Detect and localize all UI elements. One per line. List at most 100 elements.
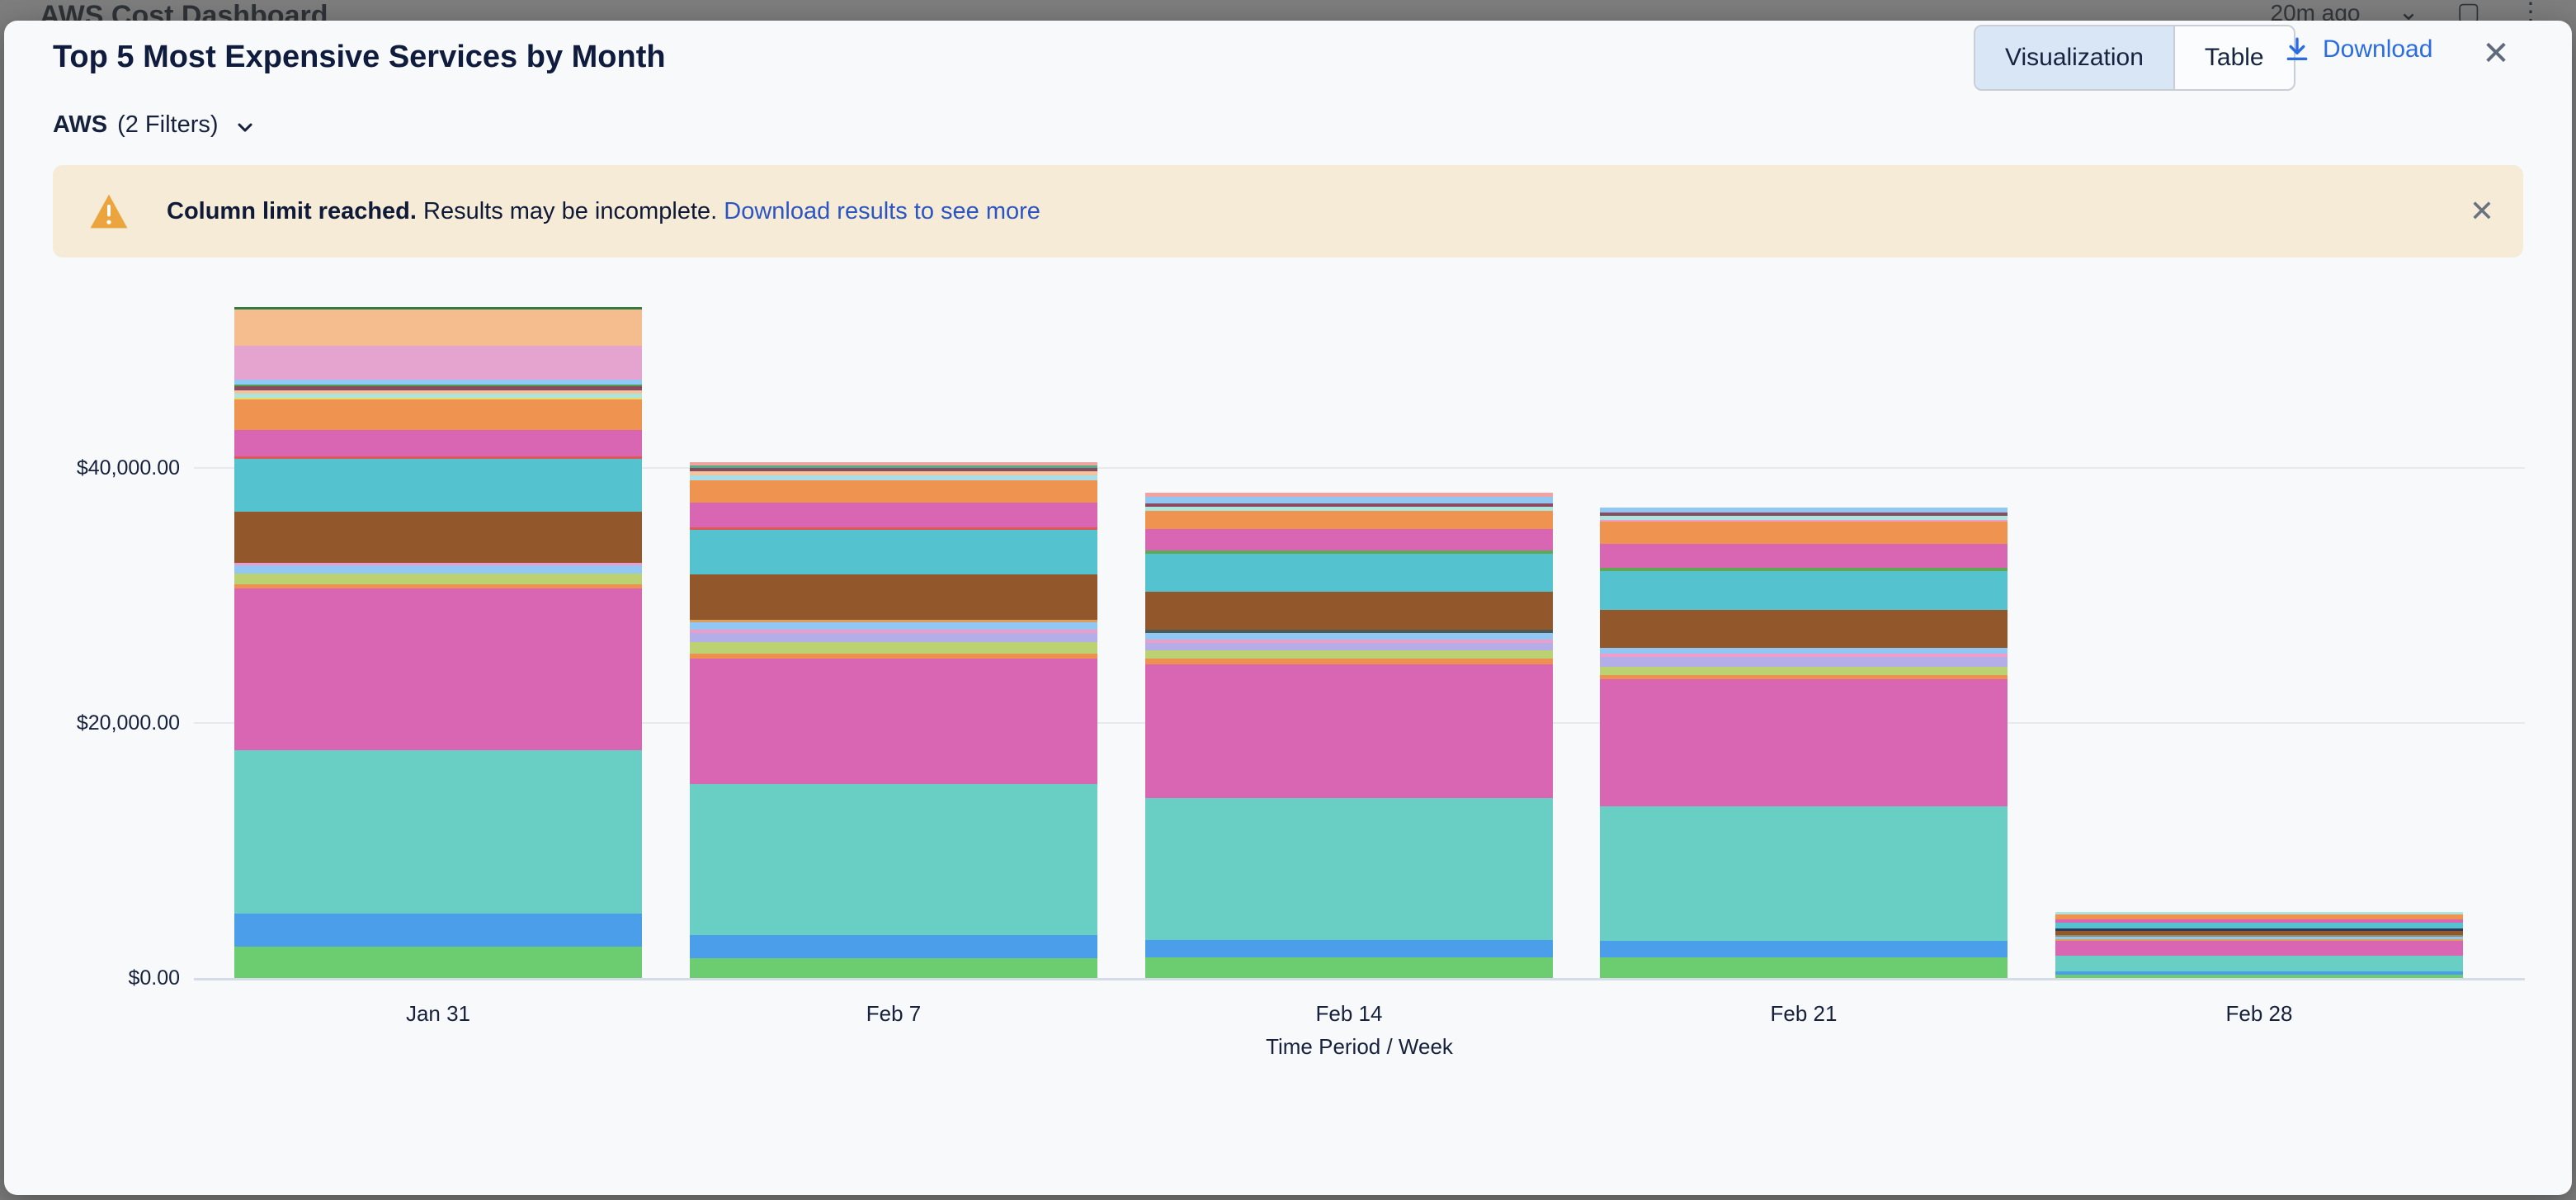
- bar-segment[interactable]: [690, 653, 1097, 659]
- bar-segment[interactable]: [1145, 658, 1553, 665]
- bar-segment[interactable]: [690, 574, 1097, 620]
- bar-segment[interactable]: [234, 429, 642, 456]
- bar-segment[interactable]: [690, 480, 1097, 503]
- bar-segment[interactable]: [1145, 957, 1553, 978]
- bar-segment[interactable]: [690, 934, 1097, 958]
- bar-segment[interactable]: [1145, 497, 1553, 503]
- bar-segment[interactable]: [690, 621, 1097, 630]
- banner-download-link[interactable]: Download results to see more: [724, 197, 1040, 224]
- bar-segment[interactable]: [1600, 609, 2007, 649]
- stacked-bar-feb-21[interactable]: [1600, 508, 2007, 978]
- bar-segment[interactable]: [1145, 797, 1553, 941]
- bar-segment[interactable]: [1600, 570, 2007, 610]
- bar-segment[interactable]: [1600, 543, 2007, 569]
- bar-segment[interactable]: [1600, 957, 2007, 978]
- stacked-bar-feb-28[interactable]: [2055, 912, 2463, 978]
- bar-segment[interactable]: [2055, 937, 2463, 940]
- bar-segment[interactable]: [2055, 923, 2463, 929]
- bar-segment[interactable]: [1145, 493, 1553, 498]
- bar-segment[interactable]: [690, 642, 1097, 654]
- stacked-bar-feb-7[interactable]: [690, 461, 1097, 978]
- bar-segment[interactable]: [234, 309, 642, 346]
- bar-segment[interactable]: [1600, 656, 2007, 667]
- bar-segment[interactable]: [1600, 648, 2007, 654]
- bar-segment[interactable]: [1600, 806, 2007, 942]
- bar-segment[interactable]: [234, 512, 642, 563]
- bar-segment[interactable]: [690, 465, 1097, 469]
- bar-segment[interactable]: [1145, 642, 1553, 650]
- bar-segment[interactable]: [1600, 512, 2007, 516]
- bar-segment[interactable]: [234, 914, 642, 947]
- bar-segment[interactable]: [1145, 592, 1553, 631]
- modal-close-button[interactable]: ✕: [2482, 35, 2510, 72]
- bar-segment[interactable]: [234, 459, 642, 513]
- bar-segment[interactable]: [1145, 940, 1553, 957]
- bar-segment[interactable]: [2055, 939, 2463, 942]
- bar-segment[interactable]: [1600, 941, 2007, 957]
- bar-segment[interactable]: [2055, 919, 2463, 924]
- bar-segment[interactable]: [2055, 928, 2463, 932]
- bar-segment[interactable]: [234, 588, 642, 750]
- bar-segment[interactable]: [234, 399, 642, 430]
- stacked-bar-feb-14[interactable]: [1145, 493, 1553, 978]
- bar-segment[interactable]: [690, 475, 1097, 480]
- toggle-table-button[interactable]: Table: [2173, 26, 2294, 89]
- bar-segment[interactable]: [1600, 515, 2007, 520]
- bar-segment[interactable]: [690, 461, 1097, 466]
- bar-segment[interactable]: [234, 565, 642, 574]
- bar-segment[interactable]: [690, 503, 1097, 528]
- bar-segment[interactable]: [1145, 633, 1553, 640]
- bar-segment[interactable]: [234, 393, 642, 399]
- bar-segment[interactable]: [2055, 914, 2463, 920]
- bar-segment[interactable]: [234, 749, 642, 914]
- bar-segment[interactable]: [2055, 975, 2463, 978]
- bar-segment[interactable]: [234, 573, 642, 584]
- bar-segment[interactable]: [234, 386, 642, 390]
- bar-segment[interactable]: [2055, 956, 2463, 972]
- bar-segment[interactable]: [1600, 674, 2007, 680]
- bar-segment[interactable]: [690, 619, 1097, 622]
- bar-segment[interactable]: [2055, 931, 2463, 935]
- bar-segment[interactable]: [1145, 550, 1553, 554]
- bar-segment[interactable]: [690, 468, 1097, 472]
- bar-segment[interactable]: [234, 946, 642, 978]
- bar-segment[interactable]: [234, 390, 642, 394]
- bar-segment[interactable]: [1145, 664, 1553, 798]
- bar-segment[interactable]: [1145, 529, 1553, 551]
- bar-segment[interactable]: [1145, 510, 1553, 530]
- bar-segment[interactable]: [1600, 679, 2007, 806]
- bar-segment[interactable]: [1145, 503, 1553, 507]
- bar-segment[interactable]: [234, 562, 642, 565]
- bar-segment[interactable]: [690, 632, 1097, 643]
- bar-segment[interactable]: [234, 398, 642, 400]
- bar-segment[interactable]: [1145, 639, 1553, 643]
- bar-segment[interactable]: [234, 379, 642, 385]
- bar-segment[interactable]: [690, 957, 1097, 978]
- bar-segment[interactable]: [2055, 934, 2463, 938]
- bar-segment[interactable]: [690, 629, 1097, 633]
- filter-dropdown[interactable]: AWS (2 Filters): [53, 111, 257, 139]
- bar-segment[interactable]: [1600, 666, 2007, 675]
- toggle-visualization-button[interactable]: Visualization: [1975, 26, 2173, 89]
- bar-segment[interactable]: [234, 583, 642, 589]
- bar-segment[interactable]: [2055, 971, 2463, 976]
- bar-segment[interactable]: [2055, 912, 2463, 915]
- bar-segment[interactable]: [1600, 508, 2007, 513]
- bar-segment[interactable]: [234, 345, 642, 380]
- bar-segment[interactable]: [1145, 507, 1553, 511]
- stacked-bar-jan-31[interactable]: [234, 306, 642, 978]
- bar-segment[interactable]: [690, 471, 1097, 475]
- bar-segment[interactable]: [690, 784, 1097, 935]
- bar-segment[interactable]: [1145, 650, 1553, 659]
- bar-segment[interactable]: [1145, 630, 1553, 634]
- bar-segment[interactable]: [1600, 568, 2007, 571]
- bar-segment[interactable]: [234, 456, 642, 459]
- bar-segment[interactable]: [690, 659, 1097, 785]
- bar-segment[interactable]: [1600, 521, 2007, 544]
- bar-segment[interactable]: [1600, 519, 2007, 522]
- download-button[interactable]: Download: [2283, 35, 2432, 64]
- banner-close-button[interactable]: ✕: [2469, 194, 2495, 228]
- bar-segment[interactable]: [234, 384, 642, 387]
- bar-segment[interactable]: [1600, 654, 2007, 657]
- bar-segment[interactable]: [234, 306, 642, 309]
